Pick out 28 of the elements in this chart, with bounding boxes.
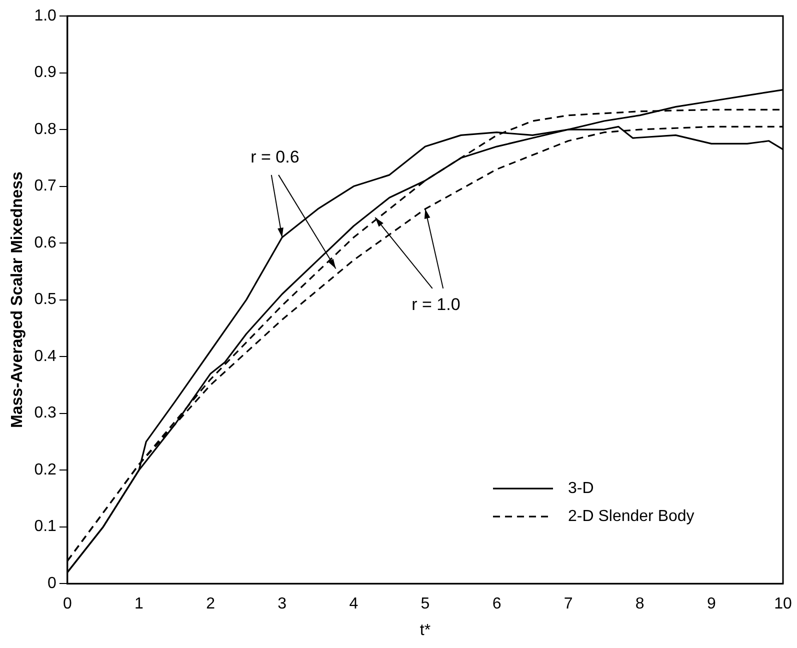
x-tick-label: 6 xyxy=(492,596,502,613)
y-tick-label: 1.0 xyxy=(34,7,57,24)
x-tick-label: 0 xyxy=(62,596,72,613)
y-tick-label: 0.4 xyxy=(34,348,57,365)
y-tick-label: 0 xyxy=(48,575,57,592)
y-tick-label: 0.1 xyxy=(34,518,57,536)
y-tick-label: 0.3 xyxy=(34,404,57,422)
legend-label: 2-D Slender Body xyxy=(568,508,694,526)
y-tick-label: 0.8 xyxy=(34,120,57,138)
y-tick-label: 0.6 xyxy=(34,234,57,252)
x-tick-label: 5 xyxy=(420,596,430,613)
x-tick-label: 1 xyxy=(134,596,144,613)
annotation: r = 1.0 xyxy=(412,295,460,314)
legend-label: 3-D xyxy=(568,480,594,498)
x-axis-title: t* xyxy=(420,622,431,639)
x-tick-label: 4 xyxy=(349,596,358,613)
y-tick-label: 0.7 xyxy=(34,178,57,195)
x-tick-label: 10 xyxy=(774,596,792,613)
x-tick-label: 3 xyxy=(278,596,287,613)
x-tick-label: 7 xyxy=(564,596,573,613)
annotation: r = 0.6 xyxy=(250,148,300,167)
x-tick-label: 2 xyxy=(206,596,216,613)
y-axis-title: Mass-Averaged Scalar Mixedness xyxy=(9,171,26,428)
x-tick-label: 8 xyxy=(635,596,644,613)
y-tick-label: 0.2 xyxy=(34,461,57,478)
y-tick-label: 0.9 xyxy=(34,64,57,82)
y-tick-label: 0.5 xyxy=(34,291,57,308)
x-tick-label: 9 xyxy=(706,596,716,613)
